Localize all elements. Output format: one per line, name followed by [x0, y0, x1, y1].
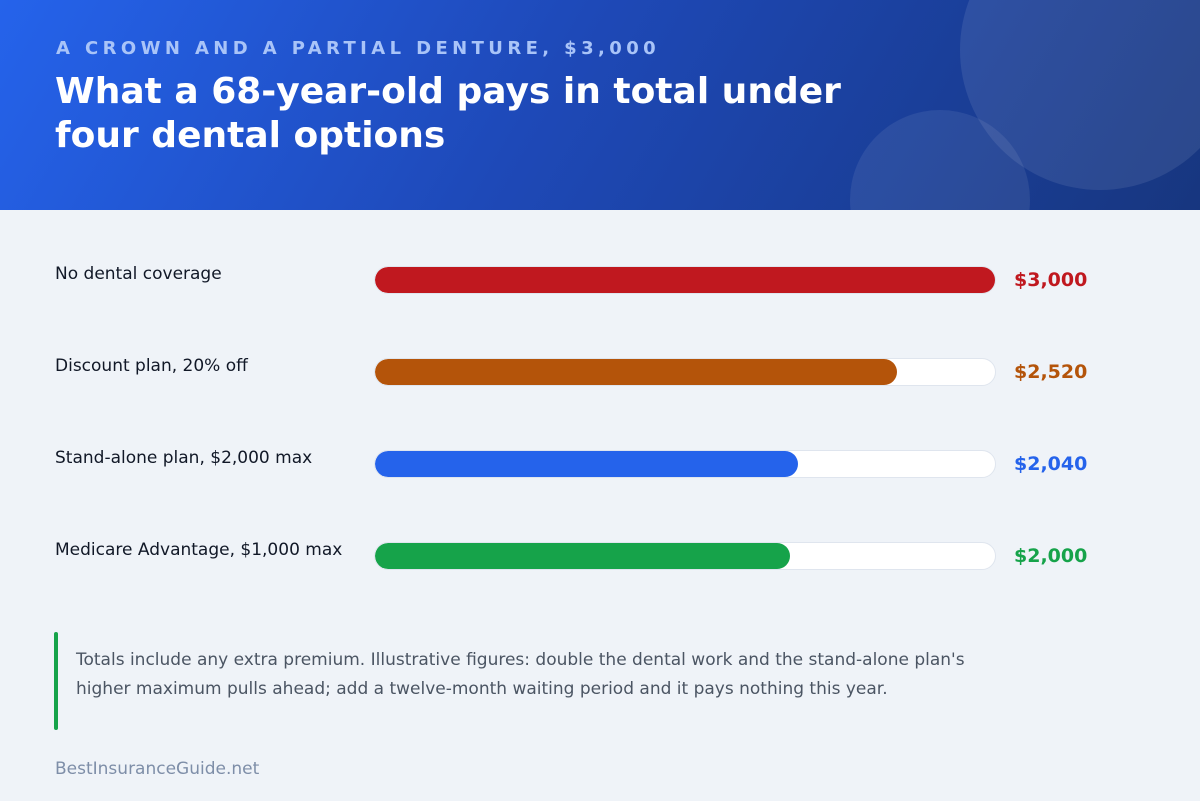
- header-banner: A CROWN AND A PARTIAL DENTURE, $3,000 Wh…: [0, 0, 1200, 210]
- bar-value-label: $2,520: [1014, 361, 1088, 383]
- bar: [375, 359, 897, 385]
- bar: [375, 543, 790, 569]
- bar-value-label: $2,040: [1014, 453, 1088, 475]
- bar-label: Medicare Advantage, $1,000 max: [55, 540, 343, 560]
- bar-value-label: $2,000: [1014, 545, 1088, 567]
- bar-label: Stand-alone plan, $2,000 max: [55, 448, 313, 468]
- bar-track: [374, 266, 996, 294]
- footnote-text: Totals include any extra premium. Illust…: [76, 650, 965, 699]
- site-credit: BestInsuranceGuide.net: [55, 759, 260, 779]
- bar-value-label: $3,000: [1014, 269, 1088, 291]
- kicker-text: A CROWN AND A PARTIAL DENTURE, $3,000: [56, 38, 661, 59]
- bar: [375, 267, 995, 293]
- bar-label: Discount plan, 20% off: [55, 356, 248, 376]
- note-accent-bar: [54, 632, 58, 730]
- chart-title: What a 68-year-old pays in total under f…: [55, 71, 841, 156]
- bar-label: No dental coverage: [55, 264, 222, 284]
- bar-track: [374, 358, 996, 386]
- bar-track: [374, 450, 996, 478]
- bar-track: [374, 542, 996, 570]
- bar: [375, 451, 798, 477]
